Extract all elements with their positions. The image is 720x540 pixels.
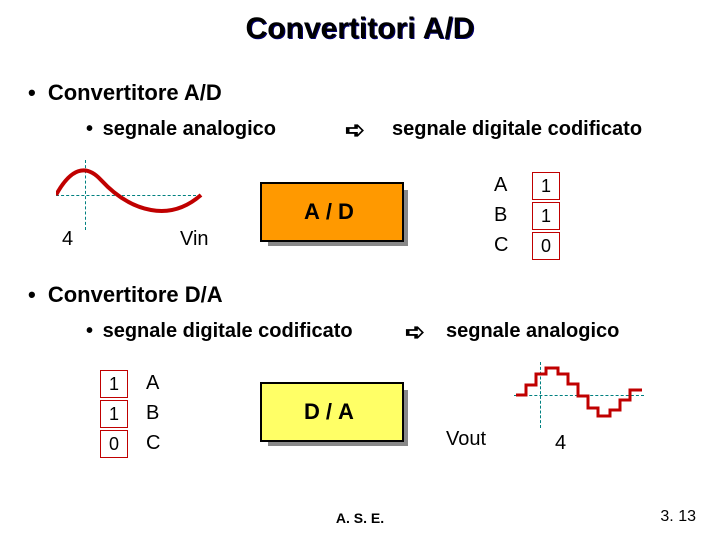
arrow-right-icon: ➪ — [405, 318, 425, 347]
in-ch-2: C — [146, 432, 160, 455]
slide-title: Convertitori A/D — [0, 12, 720, 46]
section1-heading: • Convertitore A/D — [28, 80, 222, 106]
vout-value: 4 — [555, 432, 566, 455]
da-box-label: D/A — [262, 384, 402, 440]
section2-heading-text: Convertitore D/A — [48, 282, 223, 307]
vin-value: 4 — [62, 228, 73, 251]
step-wave-icon — [514, 360, 654, 430]
arrow-right-icon: ➪ — [345, 116, 365, 145]
vin-label: Vin — [180, 228, 209, 251]
in-val-1: 1 — [100, 400, 128, 428]
in-ch-0: A — [146, 372, 159, 395]
sine-wave-icon — [56, 160, 206, 230]
out-ch-1: B — [494, 204, 507, 227]
in-val-0: 1 — [100, 370, 128, 398]
out-val-1: 1 — [532, 202, 560, 230]
da-converter-box: D/A — [260, 382, 404, 442]
vout-label: Vout — [446, 428, 486, 451]
bullet-dot: • — [86, 118, 93, 140]
bullet-dot: • — [28, 80, 36, 105]
section1-sub: • segnale analogico — [86, 118, 276, 141]
section1-sub-right: segnale digitale codificato — [392, 118, 642, 141]
section2-heading: • Convertitore D/A — [28, 282, 223, 308]
bullet-dot: • — [86, 320, 93, 342]
out-val-0: 1 — [532, 172, 560, 200]
out-ch-2: C — [494, 234, 508, 257]
section2-sub-right: segnale analogico — [446, 320, 619, 343]
section1-heading-text: Convertitore A/D — [48, 80, 222, 105]
ad-converter-box: A/D — [260, 182, 404, 242]
footer-center: A. S. E. — [0, 510, 720, 526]
section1-sub-left: segnale analogico — [103, 118, 276, 140]
footer-right: 3. 13 — [660, 508, 696, 526]
title-text: Convertitori A/D — [246, 12, 475, 45]
out-ch-0: A — [494, 174, 507, 197]
in-ch-1: B — [146, 402, 159, 425]
ad-box-label: A/D — [262, 184, 402, 240]
section2-sub: • segnale digitale codificato — [86, 320, 353, 343]
section2-sub-left: segnale digitale codificato — [103, 320, 353, 342]
out-val-2: 0 — [532, 232, 560, 260]
bullet-dot: • — [28, 282, 36, 307]
in-val-2: 0 — [100, 430, 128, 458]
